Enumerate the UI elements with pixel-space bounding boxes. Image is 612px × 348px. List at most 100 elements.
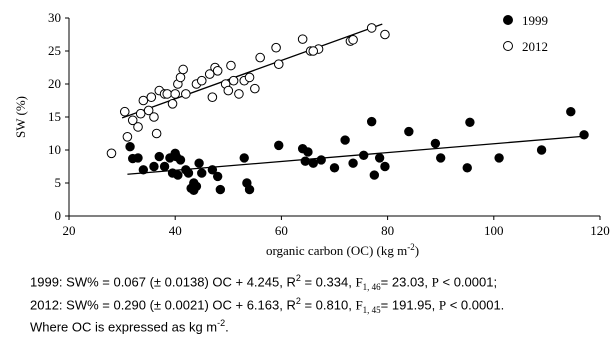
data-point-1999	[366, 116, 377, 127]
data-point-2012	[228, 75, 239, 86]
x-tick-label: 60	[275, 223, 288, 238]
x-tick-label: 20	[63, 223, 76, 238]
data-point-1999	[215, 184, 226, 195]
data-point-1999	[183, 168, 194, 178]
data-point-1999	[536, 145, 547, 155]
data-point-1999	[329, 163, 340, 173]
data-point-2012	[133, 122, 143, 132]
equation-1999: 1999: SW% = 0.067 (± 0.0138) OC + 4.245,…	[30, 273, 498, 292]
data-point-2012	[122, 132, 133, 142]
trend-lines	[121, 23, 585, 175]
data-point-1999	[197, 168, 207, 178]
data-point-1999	[300, 156, 310, 166]
data-point-2012	[250, 83, 260, 94]
y-axis-label: SW (%)	[13, 96, 28, 138]
data-point-2012	[207, 92, 218, 102]
units-note: Where OC is expressed as kg m-2.	[30, 318, 229, 335]
x-tick-label: 40	[169, 223, 182, 238]
data-point-1999	[212, 171, 223, 182]
data-point-1999	[133, 153, 143, 163]
data-point-1999	[369, 170, 380, 180]
data-point-1999	[154, 151, 164, 162]
data-point-2012	[273, 59, 284, 69]
y-tick-label: 25	[48, 43, 61, 58]
equation-2012: 2012: SW% = 0.290 (± 0.0021) OC + 6.163,…	[30, 296, 505, 315]
data-point-1999	[173, 170, 183, 180]
data-point-2012	[143, 105, 154, 116]
data-point-1999	[207, 165, 218, 175]
data-point-1999	[430, 138, 441, 149]
data-point-1999	[465, 117, 475, 127]
y-tick-label: 20	[48, 76, 61, 91]
data-point-2012	[234, 89, 244, 99]
data-point-1999	[462, 163, 472, 173]
data-points	[106, 23, 589, 195]
data-point-1999	[404, 126, 414, 137]
legend-label-2012: 2012	[522, 39, 548, 54]
data-point-1999	[374, 153, 385, 163]
data-point-2012	[308, 46, 319, 56]
data-point-1999	[159, 161, 170, 172]
data-point-1999	[239, 153, 249, 163]
data-point-2012	[223, 85, 234, 96]
data-point-2012	[212, 66, 223, 76]
data-point-1999	[494, 153, 504, 163]
data-point-1999	[316, 155, 326, 165]
data-point-2012	[138, 95, 149, 106]
data-point-1999	[194, 158, 204, 168]
data-point-2012	[297, 34, 308, 44]
data-point-2012	[151, 128, 162, 139]
data-point-2012	[178, 64, 188, 75]
data-point-1999	[303, 147, 313, 157]
scatter-chart: 0 5 10 15 20 25 30 20 40 60 80 100 120 organic carbon…	[13, 10, 610, 258]
data-point-1999	[244, 184, 255, 195]
data-point-1999	[340, 135, 350, 145]
data-point-2012	[170, 89, 180, 99]
trend-line-1999	[127, 135, 585, 175]
data-point-1999	[348, 158, 358, 168]
data-point-2012	[348, 34, 358, 45]
data-point-1999	[579, 130, 589, 140]
data-point-2012	[127, 115, 138, 126]
legend-marker-2012	[503, 41, 513, 51]
data-point-2012	[175, 72, 186, 83]
data-point-2012	[119, 106, 130, 117]
y-tick-label: 30	[48, 10, 61, 25]
data-point-2012	[167, 99, 178, 109]
legend-label-1999: 1999	[522, 13, 548, 28]
x-tick-label: 100	[484, 223, 504, 238]
data-point-2012	[135, 108, 146, 119]
data-point-1999	[566, 107, 576, 117]
data-point-1999	[308, 158, 318, 168]
data-point-1999	[138, 165, 149, 175]
trend-line-2012	[121, 23, 383, 119]
data-point-2012	[146, 92, 157, 102]
x-tick-label: 120	[590, 223, 610, 238]
data-point-1999	[359, 150, 369, 160]
data-point-2012	[366, 23, 377, 33]
y-tick-label: 15	[48, 109, 61, 124]
data-point-2012	[106, 148, 117, 159]
y-tick-label: 0	[55, 208, 62, 223]
data-point-2012	[226, 60, 236, 71]
axes: 0 5 10 15 20 25 30 20 40 60 80 100 120 organic carbon…	[13, 10, 610, 258]
data-point-2012	[255, 52, 265, 63]
y-tick-label: 5	[55, 175, 62, 190]
data-point-1999	[436, 153, 446, 163]
data-point-2012	[181, 89, 191, 99]
data-point-1999	[274, 140, 284, 151]
data-point-2012	[204, 69, 215, 79]
data-point-1999	[189, 185, 199, 195]
x-tick-label: 80	[381, 223, 394, 238]
data-point-1999	[380, 161, 390, 172]
data-point-2012	[196, 75, 207, 86]
data-point-2012	[149, 112, 159, 122]
legend-marker-1999	[503, 15, 513, 25]
data-point-2012	[244, 72, 255, 83]
data-point-2012	[162, 89, 173, 99]
data-point-2012	[271, 42, 281, 53]
legend: 1999 2012	[503, 13, 548, 54]
data-point-1999	[171, 151, 181, 162]
y-tick-label: 10	[48, 142, 61, 157]
data-point-2012	[380, 29, 390, 40]
